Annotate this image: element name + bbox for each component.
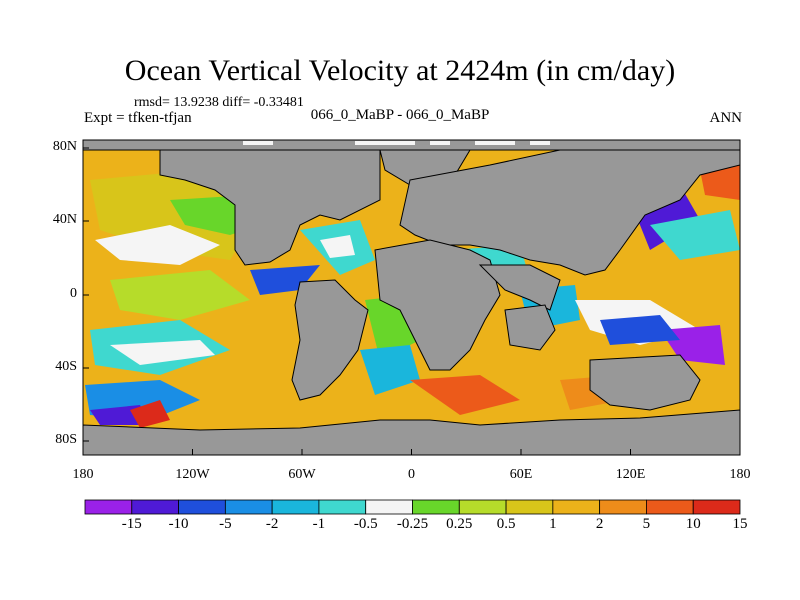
colorbar-label: 5 (642, 516, 651, 532)
dash (475, 141, 515, 145)
colorbar-swatch (271, 499, 320, 515)
x-tick-label: 120W (175, 467, 210, 482)
experiment-label: Expt = tfken-tfjan (84, 110, 192, 126)
land-arabia (478, 264, 561, 311)
colorbar-label: 1 (549, 516, 557, 532)
colorbar-swatch (224, 499, 273, 515)
land (83, 140, 740, 455)
colorbar-label: -5 (219, 516, 232, 532)
colorbar-label: -10 (168, 516, 189, 532)
colorbar-swatch (692, 499, 741, 515)
chart-title: Ocean Vertical Velocity at 2424m (in cm/… (124, 54, 676, 87)
y-tick-label: 40S (55, 359, 77, 374)
colorbar-label: 15 (732, 516, 748, 532)
x-tick-label: 120E (615, 467, 646, 482)
land-africa (374, 239, 501, 371)
x-tick-label: 180 (72, 467, 94, 482)
field-patch (250, 265, 320, 295)
field-patch (650, 210, 740, 260)
field-patch (320, 235, 355, 258)
tick-marks (82, 147, 741, 455)
land-antarctica (83, 409, 740, 455)
colorbar-swatch (178, 499, 226, 515)
colorbar-label: -0.5 (353, 516, 378, 532)
colorbar-swatch (131, 499, 179, 515)
field-patch (110, 270, 250, 320)
season-label: ANN (709, 110, 743, 126)
y-tick-label: 80N (52, 139, 77, 154)
colorbar-swatch (318, 499, 367, 515)
x-tick-label: 60E (509, 467, 533, 482)
colorbar-swatch (84, 499, 133, 515)
dash (530, 141, 550, 145)
land-maritime (504, 304, 556, 351)
colorbar-label: -15 (121, 516, 142, 532)
colorbar-swatch (505, 499, 554, 515)
colorbar-label: 0.25 (446, 516, 473, 532)
top-dashes (243, 141, 550, 145)
field-patch (360, 345, 420, 395)
colorbar-label: 10 (685, 516, 701, 532)
colorbar (84, 499, 741, 515)
field-patch (110, 340, 215, 365)
colorbar-label: -0.25 (396, 516, 429, 532)
colorbar-label: 0.5 (496, 516, 516, 532)
field-patch (600, 315, 680, 345)
colorbar-swatch (646, 499, 694, 515)
y-tick-label: 80S (55, 432, 77, 447)
field-patch (95, 225, 220, 265)
land-australia (589, 354, 701, 411)
y-tick-label: 0 (70, 286, 77, 301)
field-patch (130, 400, 170, 428)
land-north-america (159, 149, 381, 266)
colorbar-swatch (458, 499, 507, 515)
y-tick-label: 40N (52, 212, 77, 227)
colorbar-swatch (365, 499, 413, 515)
ocean-field (83, 140, 740, 455)
dash (243, 141, 273, 145)
colorbar-swatch (552, 499, 601, 515)
colorbar-label: -2 (265, 516, 279, 532)
chart-subtitle: 066_0_MaBP - 066_0_MaBP (310, 107, 490, 123)
field-patch (660, 325, 725, 365)
colorbar-label: -1 (312, 516, 326, 532)
x-tick-label: 60W (288, 467, 316, 482)
colorbar-swatch (412, 499, 460, 515)
land-south-america (291, 279, 369, 401)
field-patch (410, 375, 520, 415)
x-tick-label: 180 (729, 467, 751, 482)
dash (355, 141, 415, 145)
x-tick-label: 0 (408, 467, 415, 482)
dash (430, 141, 450, 145)
colorbar-swatch (599, 499, 647, 515)
stats-text: rmsd= 13.9238 diff= -0.33481 (134, 95, 304, 110)
colorbar-label: 2 (595, 516, 604, 532)
